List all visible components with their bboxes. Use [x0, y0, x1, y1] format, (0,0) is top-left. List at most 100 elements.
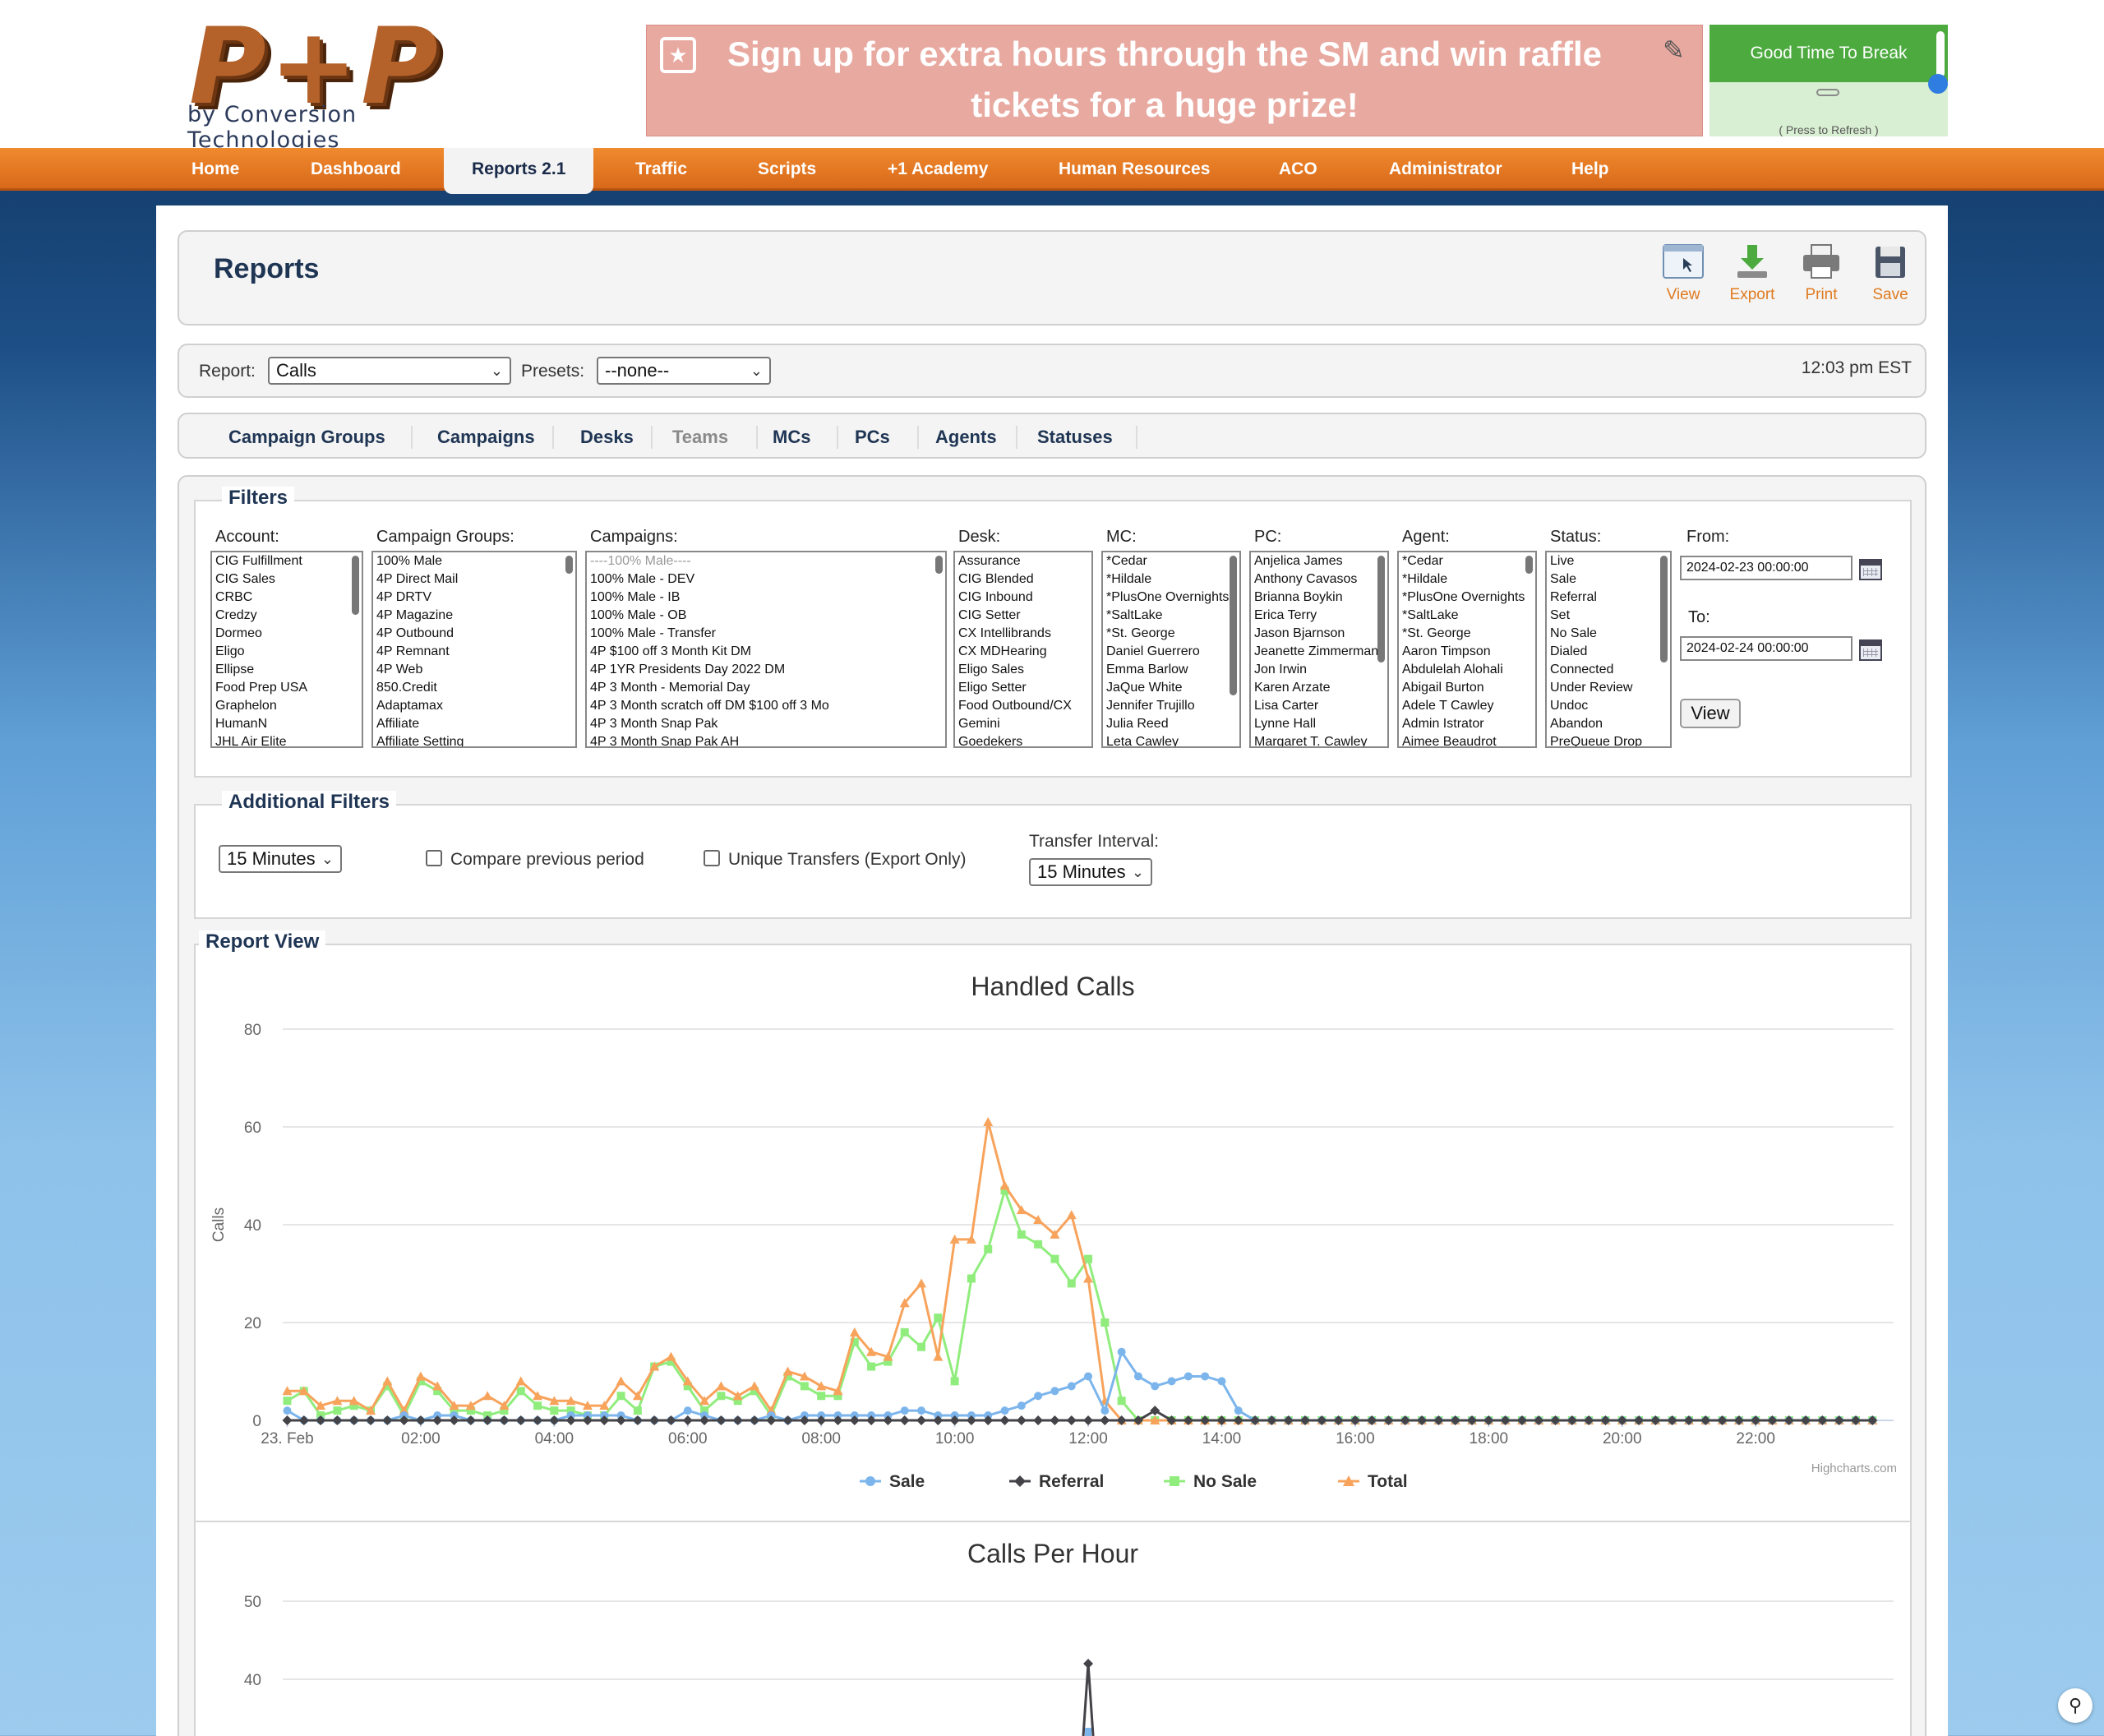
list-item[interactable]: CIG Sales	[215, 572, 275, 586]
tab-mcs[interactable]: MCs	[773, 427, 811, 447]
list-item[interactable]: Eligo	[215, 644, 245, 658]
break-slider-handle[interactable]	[1928, 74, 1948, 94]
list-item[interactable]: *Hildale	[1106, 572, 1152, 586]
list-item[interactable]: Graphelon	[215, 699, 277, 713]
print-tool[interactable]: Print	[1788, 243, 1854, 304]
list-item[interactable]: CIG Blended	[958, 572, 1034, 586]
list-item[interactable]: CX Intellibrands	[958, 626, 1051, 640]
list-item[interactable]: Jennifer Trujillo	[1106, 699, 1195, 713]
list-item[interactable]: 100% Male	[376, 554, 443, 568]
nav-aco[interactable]: ACO	[1279, 159, 1317, 178]
legend-item-sale[interactable]: Sale	[860, 1472, 925, 1491]
list-item[interactable]: 850.Credit	[376, 681, 437, 695]
scrollbar[interactable]	[352, 556, 359, 615]
pc-listbox[interactable]: Anjelica James Anthony Cavasos Brianna Boy…	[1249, 551, 1389, 748]
list-item[interactable]: Abigail Burton	[1402, 681, 1484, 695]
list-item[interactable]: Abandon	[1550, 717, 1603, 731]
list-item[interactable]: Anthony Cavasos	[1254, 572, 1358, 586]
list-item[interactable]: 4P Outbound	[376, 626, 454, 640]
tab-agents[interactable]: Agents	[935, 427, 997, 447]
highcharts-credit[interactable]: Highcharts.com	[1811, 1461, 1897, 1475]
list-item[interactable]: Erica Terry	[1254, 608, 1317, 622]
pop-logo[interactable]: P+P by Conversion Technologies	[184, 15, 505, 154]
scrollbar[interactable]	[565, 556, 573, 574]
list-item[interactable]: 4P 3 Month Snap Pak	[590, 717, 718, 731]
nav-help[interactable]: Help	[1571, 159, 1609, 178]
list-item[interactable]: Adaptamax	[376, 699, 443, 713]
list-item[interactable]: Abdulelah Alohali	[1402, 663, 1503, 676]
list-item[interactable]: *Cedar	[1402, 554, 1443, 568]
list-item[interactable]: Sale	[1550, 572, 1577, 586]
list-item[interactable]: Gemini	[958, 717, 1000, 731]
view-button[interactable]: View	[1680, 699, 1741, 728]
list-item[interactable]: HumanN	[215, 717, 268, 731]
list-item[interactable]: Eligo Setter	[958, 681, 1027, 695]
list-item[interactable]: Leta Cawley	[1106, 735, 1179, 748]
nav-administrator[interactable]: Administrator	[1389, 159, 1502, 178]
list-item[interactable]: *St. George	[1402, 626, 1471, 640]
list-item[interactable]: Ellipse	[215, 663, 255, 676]
list-item[interactable]: 4P 3 Month - Memorial Day	[590, 681, 750, 695]
list-item[interactable]: Admin Istrator	[1402, 717, 1484, 731]
scrollbar[interactable]	[935, 556, 943, 574]
list-item[interactable]: *PlusOne Overnights	[1106, 590, 1230, 604]
list-item[interactable]: Live	[1550, 554, 1575, 568]
list-item[interactable]: Daniel Guerrero	[1106, 644, 1200, 658]
list-item[interactable]: Aaron Timpson	[1402, 644, 1491, 658]
search-icon[interactable]: ⚲	[2058, 1688, 2092, 1723]
list-item[interactable]: Eligo Sales	[958, 663, 1025, 676]
presets-dropdown[interactable]: --none-- ⌄	[597, 357, 771, 385]
nav-traffic[interactable]: Traffic	[635, 159, 688, 178]
list-item[interactable]: Assurance	[958, 554, 1021, 568]
campaigns-listbox[interactable]: ----100% Male---- 100% Male - DEV 100% Mal…	[585, 551, 947, 748]
edit-icon[interactable]: ✎	[1663, 35, 1685, 65]
view-tool[interactable]: View	[1650, 243, 1716, 304]
nav-dashboard[interactable]: Dashboard	[311, 159, 401, 178]
list-item[interactable]: Adele T Cawley	[1402, 699, 1494, 713]
unique-transfers-checkbox[interactable]	[704, 850, 720, 866]
list-item[interactable]: Undoc	[1550, 699, 1589, 713]
tab-statuses[interactable]: Statuses	[1037, 427, 1113, 447]
list-item[interactable]: Margaret T. Cawley	[1254, 735, 1368, 748]
list-item[interactable]: Brianna Boykin	[1254, 590, 1343, 604]
interval-dropdown[interactable]: 15 Minutes ⌄	[219, 845, 342, 873]
nav-human-resources[interactable]: Human Resources	[1059, 159, 1211, 178]
list-item[interactable]: Under Review	[1550, 681, 1633, 695]
agent-listbox[interactable]: *Cedar *Hildale *PlusOne Overnights *SaltLa…	[1397, 551, 1537, 748]
list-item[interactable]: 100% Male - OB	[590, 608, 687, 622]
list-item[interactable]: *Cedar	[1106, 554, 1147, 568]
list-item[interactable]: PreQueue Drop	[1550, 735, 1643, 748]
list-item[interactable]: Dialed	[1550, 644, 1588, 658]
list-item[interactable]: Jason Bjarnson	[1254, 626, 1345, 640]
list-item[interactable]: Credzy	[215, 608, 257, 622]
list-item[interactable]: 4P DRTV	[376, 590, 431, 604]
legend-item-total[interactable]: Total	[1338, 1472, 1408, 1491]
list-item[interactable]: Affiliate Setting	[376, 735, 464, 748]
list-item[interactable]: 4P $100 off 3 Month Kit DM	[590, 644, 751, 658]
list-item[interactable]: Emma Barlow	[1106, 663, 1188, 676]
list-item[interactable]: Dormeo	[215, 626, 262, 640]
list-item[interactable]: Lisa Carter	[1254, 699, 1319, 713]
refresh-toggle-icon[interactable]	[1816, 89, 1839, 96]
desk-listbox[interactable]: Assurance CIG Blended CIG Inbound CIG Sette…	[953, 551, 1093, 748]
list-item[interactable]: JaQue White	[1106, 681, 1183, 695]
list-item[interactable]: Affiliate	[376, 717, 420, 731]
list-item[interactable]: *PlusOne Overnights	[1402, 590, 1525, 604]
scrollbar[interactable]	[1525, 556, 1533, 574]
save-tool[interactable]: Save	[1857, 243, 1923, 304]
legend-item-no-sale[interactable]: No Sale	[1164, 1472, 1257, 1491]
scrollbar[interactable]	[1377, 556, 1385, 663]
nav-scripts[interactable]: Scripts	[758, 159, 817, 178]
list-item[interactable]: Karen Arzate	[1254, 681, 1331, 695]
list-item[interactable]: 100% Male - DEV	[590, 572, 695, 586]
list-item[interactable]: 100% Male - IB	[590, 590, 681, 604]
legend-item-referral[interactable]: Referral	[1009, 1472, 1104, 1491]
compare-checkbox[interactable]	[426, 850, 442, 866]
list-item[interactable]: *SaltLake	[1106, 608, 1163, 622]
list-item[interactable]: Set	[1550, 608, 1571, 622]
list-item[interactable]: ----100% Male----	[590, 554, 691, 568]
nav-academy[interactable]: +1 Academy	[888, 159, 989, 178]
mc-listbox[interactable]: *Cedar *Hildale *PlusOne Overnights *SaltLa…	[1101, 551, 1241, 748]
list-item[interactable]: 4P Magazine	[376, 608, 454, 622]
list-item[interactable]: *Hildale	[1402, 572, 1448, 586]
